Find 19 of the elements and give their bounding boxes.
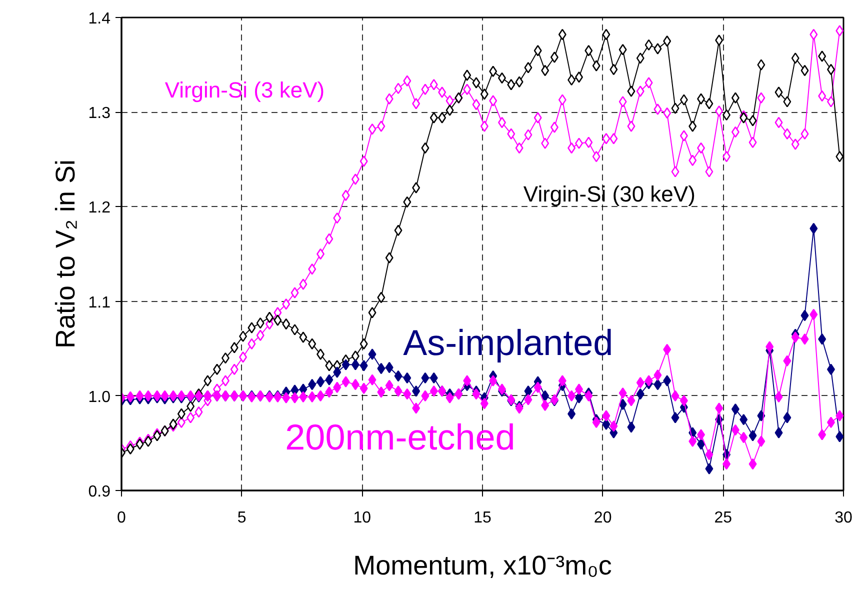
text: Virgin-Si (30 keV) — [523, 182, 696, 207]
x-tick-label: 30 — [834, 510, 852, 526]
x-tick-label: 0 — [117, 510, 126, 526]
y-axis-title: Ratio to V₂ in Si — [50, 159, 80, 349]
x-tick-label: 15 — [474, 510, 492, 526]
series-label: As-implanted — [403, 322, 614, 363]
text: Virgin-Si (3 keV) — [164, 78, 325, 103]
series-label: 200nm-etched — [285, 416, 516, 458]
y-tick-label: 1.3 — [88, 105, 111, 122]
x-axis-title: Momentum, x10⁻³m₀c — [353, 550, 612, 580]
x-tick-label: 25 — [714, 510, 732, 526]
x-tick-label: 20 — [594, 510, 612, 526]
y-tick-label: 1.2 — [88, 200, 111, 217]
x-tick-label: 5 — [237, 510, 246, 526]
y-tick-label: 1.4 — [88, 10, 111, 28]
y-tick-label: 1.0 — [88, 388, 111, 406]
y-tick-label: 0.9 — [88, 484, 111, 500]
x-tick-label: 10 — [353, 510, 372, 526]
y-tick-label: 1.1 — [88, 294, 111, 312]
